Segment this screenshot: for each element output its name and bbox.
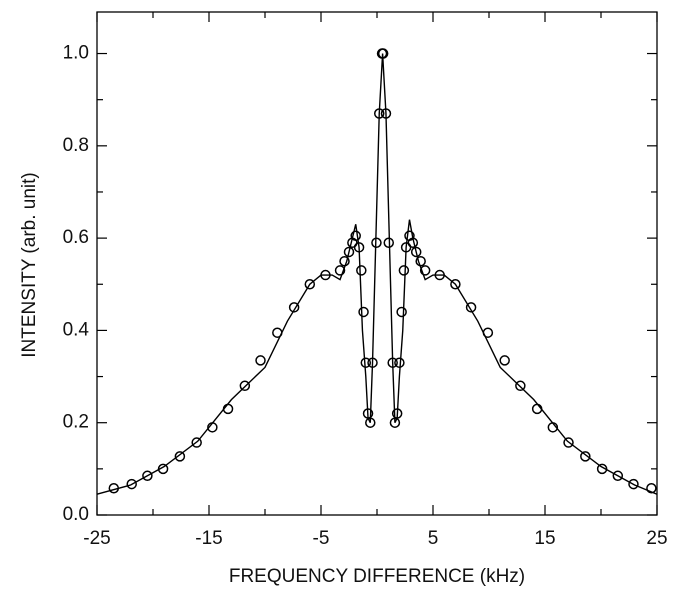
y-tick-label: 0.6 [63,227,89,248]
data-point [353,242,365,253]
data-point [499,355,510,366]
data-point [142,470,153,482]
data-point [126,478,137,490]
data-point [596,463,608,475]
data-point [407,237,419,248]
data-point [371,237,382,248]
y-tick-label: 1.0 [63,43,89,64]
data-point [365,417,376,428]
data-point [612,470,624,482]
data-point [547,422,559,433]
plot-frame [96,11,658,516]
data-point [367,357,378,368]
data-point [174,451,186,462]
data-point [580,451,591,462]
x-axis-title: FREQUENCY DIFFERENCE (kHz) [229,566,525,587]
y-axis-title: INTENSITY (arb. unit) [19,172,40,357]
x-tick-label: -5 [313,528,330,549]
y-tick-label: 0.8 [63,135,89,156]
y-tick-label: 0.2 [63,412,89,433]
x-tick-label: 25 [646,528,667,549]
data-point [419,265,431,276]
data-point [320,269,331,281]
x-tick-label: -15 [195,528,222,549]
data-point [358,306,369,318]
data-point [288,302,300,313]
data-point [239,380,251,392]
data-point [465,302,477,313]
data-point [396,306,407,318]
data-point [373,108,385,119]
data-point [207,422,218,433]
data-point [434,269,445,281]
x-tick-label: -25 [83,528,110,549]
data-point [350,230,361,242]
data-point [157,463,169,475]
data-point [531,403,543,415]
x-tick-label: 5 [428,528,439,549]
data-point [482,327,494,338]
data-point [515,380,526,392]
data-point [380,108,392,119]
data-point [646,482,657,494]
data-point [377,48,389,59]
data-point [383,237,395,248]
data-point [222,403,234,415]
y-tick-label: 0.0 [63,504,89,525]
data-point [360,357,372,368]
x-tick-label: 15 [534,528,555,549]
data-point [339,255,350,267]
data-point [304,279,316,290]
data-point [394,357,405,368]
data-point [356,265,367,276]
data-point [272,327,283,338]
fit-curve [96,53,658,495]
data-point [398,265,410,276]
data-point [450,279,461,290]
data-point [410,246,422,258]
data-point [334,265,346,276]
y-tick-label: 0.4 [63,319,90,340]
data-point [415,255,426,267]
data-point [108,482,120,494]
data-point [391,408,403,419]
data-point [191,437,202,448]
data-point [255,355,266,366]
data-point [628,478,639,490]
data-point [563,437,574,448]
data-point [387,357,398,368]
data-point [343,246,355,258]
